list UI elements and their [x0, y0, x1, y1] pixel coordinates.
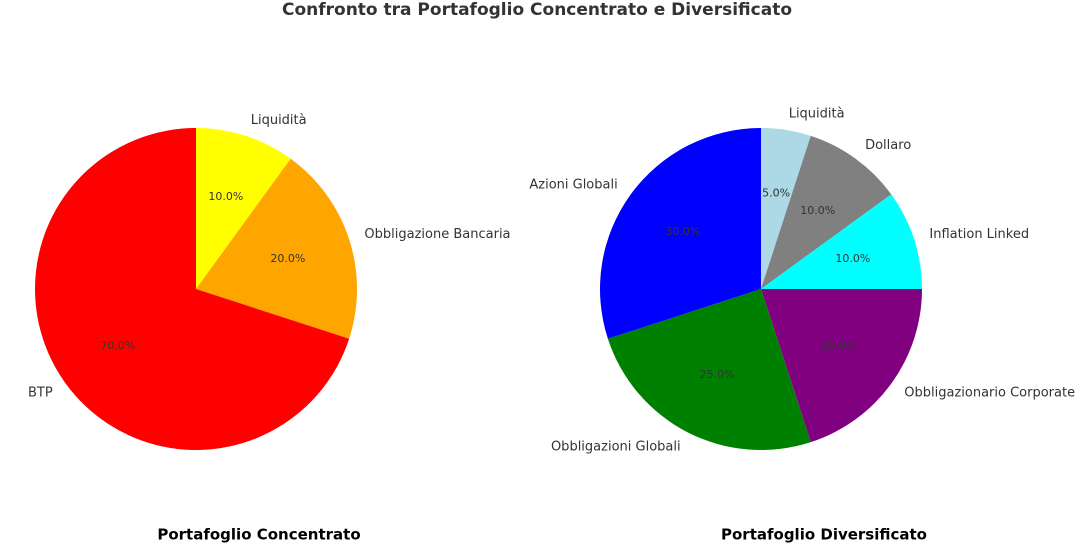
percent-label: 30.0% — [665, 225, 700, 238]
percent-label: 10.0% — [800, 204, 835, 217]
subplot-title: Portafoglio Diversificato — [721, 526, 927, 544]
pie-slice — [607, 289, 811, 450]
pie-slice — [761, 289, 922, 443]
pie-slice — [599, 128, 761, 339]
slice-label: BTP — [28, 386, 53, 401]
slice-label: Dollaro — [865, 138, 911, 153]
pie-slice — [761, 135, 892, 289]
slice-label: Obbligazioni Globali — [551, 439, 681, 454]
pie-slice — [761, 128, 811, 289]
subplot-title: Portafoglio Concentrato — [157, 526, 360, 544]
percent-label: 20.0% — [270, 252, 305, 265]
percent-label: 5.0% — [762, 187, 790, 200]
percent-label: 10.0% — [208, 190, 243, 203]
percent-label: 70.0% — [100, 339, 135, 352]
slice-label: Obbligazione Bancaria — [364, 227, 510, 242]
pie-slice — [196, 158, 357, 339]
slice-label: Liquidità — [789, 107, 845, 122]
pie-slice — [761, 194, 922, 289]
slice-label: Obbligazionario Corporate — [904, 386, 1075, 401]
percent-label: 20.0% — [822, 339, 857, 352]
slice-label: Inflation Linked — [929, 227, 1029, 242]
slice-label: Liquidità — [251, 113, 307, 128]
pie-slice — [196, 128, 291, 289]
percent-label: 25.0% — [700, 368, 735, 381]
slice-label: Azioni Globali — [529, 177, 617, 192]
pie-slice — [34, 128, 350, 450]
chart-title: Confronto tra Portafoglio Concentrato e … — [282, 0, 792, 20]
percent-label: 10.0% — [835, 252, 870, 265]
